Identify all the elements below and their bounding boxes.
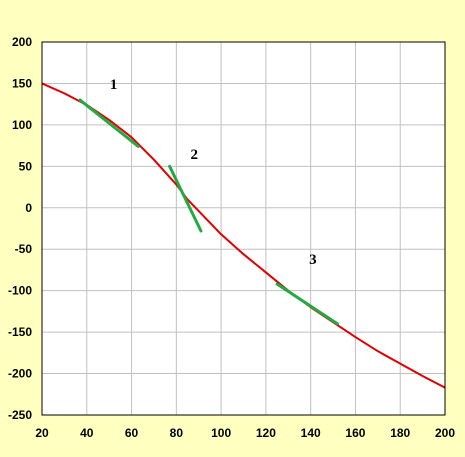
x-tick-label: 60 [125, 426, 139, 440]
x-tick-label: 20 [35, 426, 49, 440]
y-tick-label: 0 [25, 201, 32, 215]
plot-frame [41, 41, 446, 416]
y-axis-ticks: 200 150 100 50 0 -50 -100 -150 -200 -250 [8, 35, 32, 422]
annotation-label: 2 [190, 147, 198, 163]
annotations: 1 2 3 [110, 77, 317, 268]
y-tick-label: 50 [19, 159, 33, 173]
tangent-line-1 [78, 98, 140, 148]
annotation-label: 1 [110, 77, 118, 93]
y-tick-label: -50 [15, 242, 33, 256]
x-tick-label: 180 [390, 426, 410, 440]
x-tick-label: 200 [435, 426, 455, 440]
x-tick-label: 40 [80, 426, 94, 440]
y-tick-label: -250 [8, 408, 32, 422]
x-tick-label: 120 [256, 426, 276, 440]
x-tick-label: 80 [170, 426, 184, 440]
y-tick-label: -100 [8, 284, 32, 298]
series-group [41, 82, 446, 389]
x-tick-label: 100 [211, 426, 231, 440]
plot-area [42, 42, 445, 415]
x-tick-label: 140 [301, 426, 321, 440]
plot-border [41, 41, 446, 416]
tangent-line-2 [168, 164, 203, 233]
curve-line [41, 82, 446, 389]
x-axis-ticks: 20 40 60 80 100 120 140 160 180 200 [35, 426, 455, 440]
y-tick-label: -150 [8, 325, 32, 339]
y-tick-label: 100 [12, 118, 32, 132]
y-tick-label: -200 [8, 367, 32, 381]
annotation-label: 3 [309, 252, 317, 268]
y-tick-label: 150 [12, 76, 32, 90]
tangent-line-3 [275, 282, 340, 326]
x-tick-label: 160 [345, 426, 365, 440]
y-tick-label: 200 [12, 35, 32, 49]
